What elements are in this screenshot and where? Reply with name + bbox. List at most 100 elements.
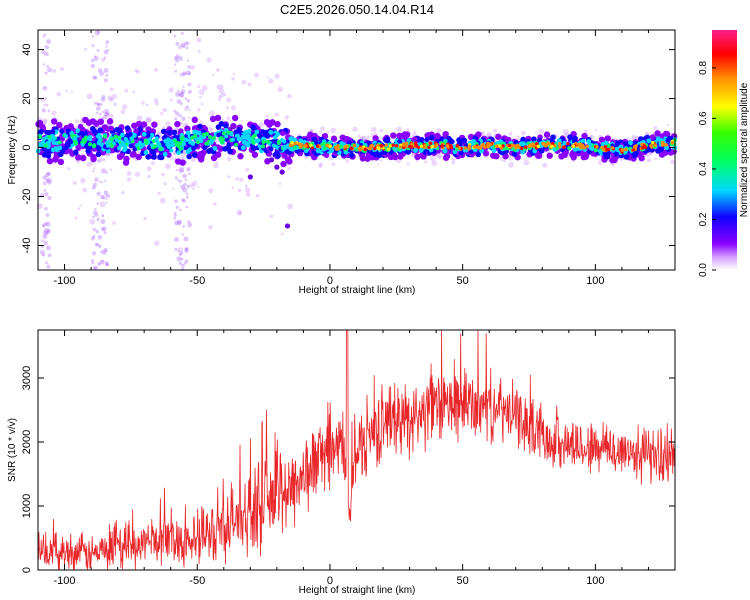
spectrogram-cell <box>184 249 189 254</box>
spectrogram-cell <box>486 143 491 147</box>
spectrogram-cell <box>313 140 319 146</box>
spectrogram-cell <box>239 177 244 183</box>
figure-title: C2E5.2026.050.14.04.R14 <box>280 2 434 17</box>
spectrogram-cell <box>176 178 179 181</box>
spectrogram-cell <box>320 126 325 131</box>
spectrogram-cell <box>634 144 638 148</box>
spectrogram-cell <box>237 211 242 216</box>
spectrogram-cell <box>175 58 179 63</box>
spectrogram-cell <box>373 146 377 151</box>
spectrogram-cell <box>457 139 463 145</box>
spectrogram-cell <box>196 130 202 136</box>
spectrogram-cell <box>182 45 186 49</box>
spectrogram-cell <box>604 135 612 142</box>
spectrogram-cell <box>185 105 190 109</box>
spectrogram-cell <box>198 134 204 140</box>
spectrogram-cell <box>184 247 188 251</box>
spectrogram-cell <box>151 121 158 128</box>
spectrogram-cell <box>182 225 185 228</box>
spectrogram-cell <box>664 145 670 151</box>
spectrogram-cell <box>50 147 56 153</box>
spectrogram-cell <box>520 130 526 136</box>
spectrogram-cell <box>531 142 535 146</box>
spectrogram-cell <box>121 191 125 195</box>
spectrogram-cell <box>106 193 111 199</box>
spectrogram-cell <box>209 115 217 123</box>
spectrogram-cell <box>116 127 123 133</box>
spectrogram-cell <box>229 132 234 137</box>
spectrogram-cell <box>546 152 553 159</box>
spectrogram-cell <box>562 140 567 146</box>
spectrogram-cell <box>567 146 572 151</box>
spectrogram-cell <box>183 137 189 143</box>
spectrogram-cell <box>101 260 104 263</box>
spectrogram-cell <box>225 106 230 110</box>
spectrogram-cell <box>132 133 137 138</box>
spectrogram-cell <box>99 259 105 265</box>
spectrogram-cell <box>660 140 665 145</box>
spectrogram-cell <box>98 157 104 163</box>
snr-xtick-label-3: 50 <box>457 575 469 587</box>
spectrogram-cell <box>376 143 380 148</box>
spectrogram-cell <box>95 111 99 115</box>
spectrogram-cell <box>175 127 179 131</box>
spectrogram-cell <box>103 67 109 74</box>
spectrogram-cell <box>45 172 50 178</box>
spectrogram-cell <box>90 153 97 161</box>
spectrogram-cell <box>231 186 235 189</box>
spectrogram-cell <box>159 197 166 204</box>
snr-xtick-label-4: 100 <box>586 575 604 587</box>
spectrogram-cell <box>186 59 190 62</box>
spectrogram-cell <box>174 69 178 73</box>
spectrogram-cell <box>508 131 513 136</box>
spectrogram-cell <box>151 150 157 156</box>
spectrogram-cell <box>493 128 498 133</box>
spectrogram-cell <box>56 91 62 97</box>
spectrogram-cell <box>179 72 183 77</box>
spectrogram-cell <box>184 247 189 251</box>
snr-xtick-label-2: 0 <box>327 575 333 587</box>
spectrogram-cell <box>79 204 82 207</box>
spectrogram-cell <box>535 141 539 146</box>
spectrogram-cell <box>45 229 51 235</box>
spectrogram-cell <box>265 114 269 119</box>
spectrogram-cell <box>47 195 52 201</box>
spectrogram-cell <box>424 160 428 164</box>
spectrogram-cell <box>101 168 107 174</box>
spectrogram-cell <box>357 146 362 151</box>
spectrogram-cell <box>42 175 48 180</box>
spectrogram-cell <box>65 128 71 134</box>
spectrogram-cell <box>670 159 675 165</box>
spectrogram-cell <box>424 137 430 143</box>
spectrogram-cell <box>199 138 204 143</box>
spectrogram-cell <box>176 150 182 156</box>
spectrogram-cell <box>180 31 184 35</box>
spectrogram-cell <box>100 97 106 102</box>
spectrogram-cell <box>503 146 508 151</box>
spectrogram-cell <box>197 108 201 112</box>
spectrogram-cell <box>269 119 276 126</box>
spectrogram-cell <box>91 251 97 256</box>
spectrogram-cell <box>177 250 180 253</box>
spectrogram-cell <box>44 261 48 265</box>
spectrogram-cell <box>39 249 45 255</box>
spectrogram-cell <box>42 224 45 228</box>
spectrogram-cell <box>413 130 417 135</box>
spectrogram-cell <box>165 163 171 170</box>
spectrogram-cell <box>613 151 619 157</box>
spectrogram-cell <box>98 102 103 107</box>
spectrogram-cell <box>507 143 512 148</box>
spectrogram-cell <box>258 122 264 128</box>
spectrogram-cell <box>182 187 188 193</box>
spectrogram-cell <box>394 144 399 148</box>
spectrogram-cell <box>449 139 455 145</box>
spectrogram-cell <box>188 172 191 176</box>
spectrogram-cell <box>44 97 47 100</box>
spectrogram-cell <box>197 156 205 163</box>
spectrogram-cell <box>637 151 644 157</box>
spectrogram-cell <box>197 49 201 53</box>
spectrogram-cell <box>47 134 52 140</box>
spectrogram-cell <box>376 163 380 166</box>
spectrogram-cell <box>187 82 192 87</box>
spectrogram-cell <box>219 140 225 145</box>
